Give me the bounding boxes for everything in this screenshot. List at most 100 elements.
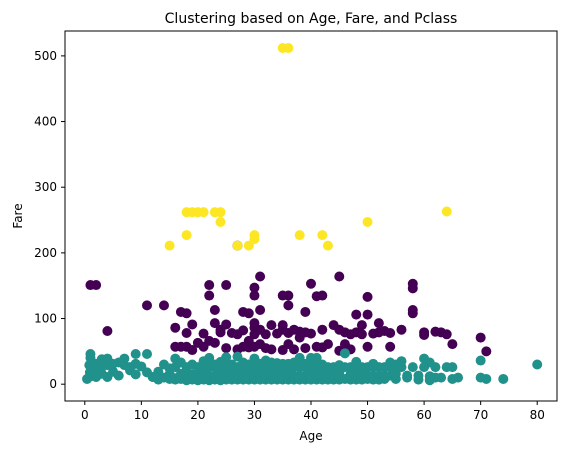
data-point-cluster-0 xyxy=(91,280,102,291)
y-axis: 0 100 200 300 400 500 xyxy=(34,49,65,391)
data-point-cluster-1 xyxy=(430,362,441,373)
y-tick-label: 100 xyxy=(34,312,57,326)
y-tick-label: 500 xyxy=(34,49,57,63)
data-point-cluster-0 xyxy=(255,271,266,282)
y-tick-label: 400 xyxy=(34,115,57,129)
data-point-cluster-0 xyxy=(187,345,198,356)
data-point-cluster-0 xyxy=(102,326,113,337)
data-point-cluster-1 xyxy=(402,370,413,381)
data-point-cluster-1 xyxy=(119,353,130,364)
data-point-cluster-1 xyxy=(532,359,543,370)
data-point-cluster-0 xyxy=(238,325,249,336)
data-point-cluster-0 xyxy=(334,271,345,282)
data-point-cluster-0 xyxy=(266,344,277,355)
data-point-cluster-0 xyxy=(362,341,373,352)
data-point-cluster-0 xyxy=(243,308,254,319)
data-point-cluster-1 xyxy=(130,348,141,359)
data-point-cluster-0 xyxy=(221,319,232,330)
data-point-cluster-2 xyxy=(215,207,226,218)
data-point-cluster-0 xyxy=(407,283,418,294)
data-point-cluster-0 xyxy=(362,291,373,302)
data-point-cluster-1 xyxy=(85,348,96,359)
data-point-cluster-0 xyxy=(170,322,181,333)
data-point-cluster-1 xyxy=(475,355,486,366)
data-point-cluster-0 xyxy=(187,319,198,330)
data-point-cluster-0 xyxy=(249,290,260,301)
data-point-cluster-0 xyxy=(289,344,300,355)
data-point-cluster-0 xyxy=(317,290,328,301)
data-point-cluster-2 xyxy=(322,240,333,251)
data-point-cluster-1 xyxy=(311,352,322,363)
data-point-cluster-0 xyxy=(249,282,260,293)
data-point-cluster-2 xyxy=(215,217,226,228)
y-tick-label: 0 xyxy=(49,377,57,391)
data-point-cluster-1 xyxy=(130,369,141,380)
x-tick-label: 80 xyxy=(530,408,545,422)
data-point-cluster-2 xyxy=(294,230,305,241)
data-point-cluster-0 xyxy=(447,339,458,350)
data-point-cluster-1 xyxy=(407,362,418,373)
data-point-cluster-0 xyxy=(266,320,277,331)
data-point-cluster-0 xyxy=(283,300,294,311)
x-tick-label: 40 xyxy=(303,408,318,422)
data-point-cluster-0 xyxy=(142,300,152,311)
data-point-cluster-0 xyxy=(385,327,396,338)
x-tick-label: 60 xyxy=(416,408,431,422)
data-point-cluster-2 xyxy=(362,217,373,228)
data-point-cluster-0 xyxy=(351,309,362,320)
data-point-cluster-0 xyxy=(475,332,486,343)
data-point-cluster-0 xyxy=(362,309,373,320)
data-point-cluster-0 xyxy=(385,341,396,352)
data-point-cluster-0 xyxy=(209,337,220,348)
data-point-cluster-0 xyxy=(300,343,311,354)
data-point-cluster-1 xyxy=(453,372,464,383)
data-point-cluster-0 xyxy=(209,304,220,315)
data-point-cluster-0 xyxy=(221,280,232,291)
data-point-cluster-0 xyxy=(215,327,226,338)
x-axis: 0 10 20 30 40 50 60 70 80 xyxy=(81,401,545,422)
data-point-cluster-0 xyxy=(181,308,192,319)
data-point-cluster-0 xyxy=(373,318,384,329)
data-point-cluster-1 xyxy=(481,373,492,384)
data-point-cluster-0 xyxy=(322,339,333,350)
x-tick-label: 0 xyxy=(81,408,89,422)
data-point-cluster-0 xyxy=(441,329,452,340)
data-point-cluster-1 xyxy=(204,352,215,363)
data-point-cluster-0 xyxy=(204,280,215,291)
data-point-cluster-2 xyxy=(441,206,452,217)
x-tick-label: 20 xyxy=(190,408,205,422)
x-tick-label: 50 xyxy=(360,408,375,422)
data-point-cluster-0 xyxy=(407,308,418,319)
data-point-cluster-2 xyxy=(181,230,192,241)
data-point-cluster-1 xyxy=(339,348,350,359)
data-point-cluster-1 xyxy=(396,356,407,367)
data-point-cluster-0 xyxy=(396,324,407,335)
data-point-cluster-2 xyxy=(249,230,260,241)
data-point-cluster-1 xyxy=(436,372,447,383)
data-point-cluster-2 xyxy=(243,240,254,251)
data-point-cluster-0 xyxy=(356,320,367,331)
data-point-cluster-0 xyxy=(198,328,209,339)
data-point-cluster-1 xyxy=(113,370,124,381)
y-axis-label: Fare xyxy=(11,203,25,228)
data-point-cluster-0 xyxy=(209,318,220,329)
data-points xyxy=(82,43,543,386)
data-point-cluster-2 xyxy=(283,43,294,54)
data-point-cluster-2 xyxy=(317,230,328,241)
data-point-cluster-0 xyxy=(204,290,215,301)
data-point-cluster-0 xyxy=(306,278,316,289)
data-point-cluster-1 xyxy=(221,352,232,363)
x-tick-label: 70 xyxy=(473,408,488,422)
y-tick-label: 200 xyxy=(34,246,57,260)
data-point-cluster-0 xyxy=(158,300,169,311)
data-point-cluster-1 xyxy=(142,348,152,359)
data-point-cluster-0 xyxy=(260,329,271,340)
data-point-cluster-0 xyxy=(419,329,430,340)
data-point-cluster-0 xyxy=(317,324,328,335)
data-point-cluster-0 xyxy=(181,327,192,338)
x-tick-label: 30 xyxy=(247,408,262,422)
data-point-cluster-0 xyxy=(300,306,311,317)
data-point-cluster-0 xyxy=(481,346,492,357)
